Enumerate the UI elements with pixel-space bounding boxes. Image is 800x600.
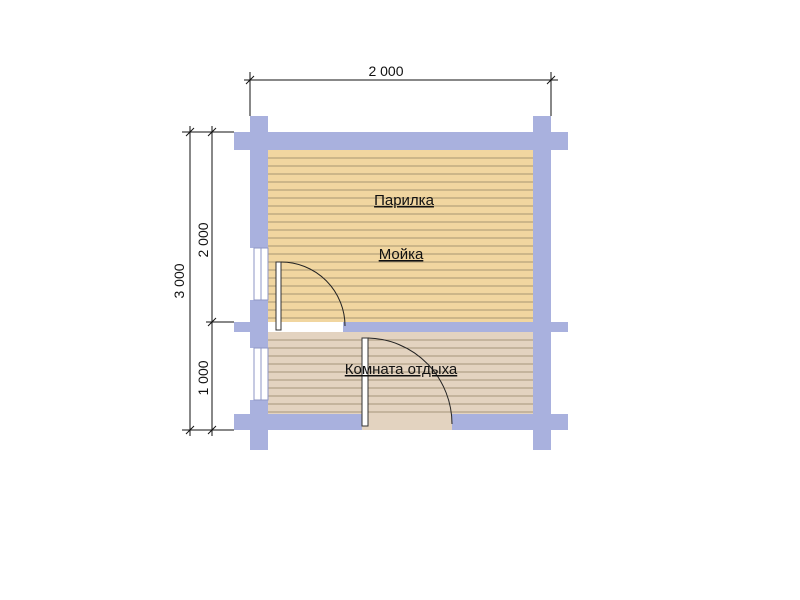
dimension-height-upper-label: 2 000 (195, 222, 211, 257)
door-entrance (361, 337, 453, 427)
dimension-width-label: 2 000 (368, 63, 403, 79)
wall-right-log-top (533, 116, 551, 150)
dimension-width (244, 72, 558, 116)
floor-planks-upper (268, 157, 533, 319)
door-inner (275, 261, 346, 331)
dimension-height-total (182, 126, 234, 436)
wall-left (250, 150, 268, 248)
dimension-height-parts (206, 126, 234, 436)
floor-planks-lower (268, 339, 533, 413)
wall-left-log-bottom (250, 414, 268, 450)
wall-right-log-bottom (533, 414, 551, 450)
dimension-height-lower-label: 1 000 (195, 360, 211, 395)
room-label-steam: Парилка (374, 192, 434, 209)
wall-right (533, 150, 551, 414)
wall-top (234, 132, 568, 150)
dimension-height-total-label: 3 000 (171, 263, 187, 298)
room-label-wash: Мойка (379, 246, 424, 263)
walls (234, 116, 568, 450)
wall-partition (234, 322, 268, 332)
wall-partition-right (343, 322, 568, 332)
room-label-rest: Комната отдыха (345, 361, 458, 378)
wall-left-log-top (250, 116, 268, 150)
door-threshold (362, 414, 452, 430)
window-upper (253, 247, 269, 301)
wall-left-low (250, 400, 268, 414)
upper-floor (268, 150, 533, 322)
window-lower (253, 347, 269, 401)
